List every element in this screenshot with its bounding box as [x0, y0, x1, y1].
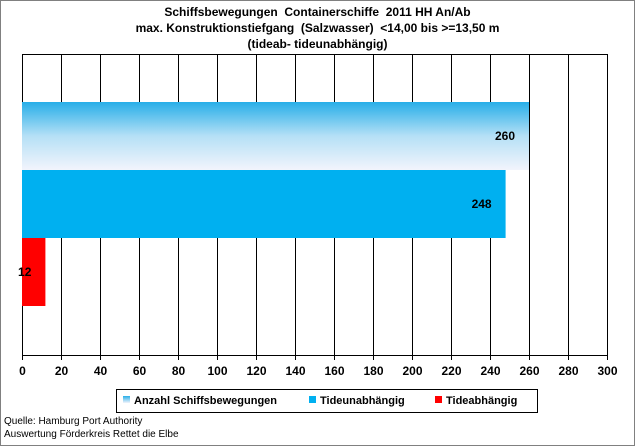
- legend-item-total: Anzahl Schiffsbewegungen: [123, 395, 277, 408]
- x-tick-label-11: 220: [441, 364, 461, 378]
- x-tick-label-9: 180: [363, 364, 383, 378]
- x-tick-label-0: 0: [19, 364, 26, 378]
- bar-2: [22, 238, 46, 306]
- legend-item-tideunabhaengig: Tideunabhängig: [309, 395, 405, 408]
- x-tick-label-10: 200: [402, 364, 422, 378]
- data-label-2: 12: [18, 265, 32, 279]
- x-tick-label-8: 160: [324, 364, 344, 378]
- legend-swatch-tideabhaengig: [435, 396, 442, 403]
- chart-legend: Anzahl Schiffsbewegungen Tideunabhängig …: [116, 389, 538, 413]
- x-tick-label-13: 260: [519, 364, 539, 378]
- legend-label-total: Anzahl Schiffsbewegungen: [134, 395, 278, 407]
- legend-label-tideunabhaengig: Tideunabhängig: [320, 395, 405, 407]
- legend-item-tideabhaengig: Tideabhängig: [435, 395, 517, 408]
- x-tick-label-14: 280: [558, 364, 578, 378]
- legend-swatch-total: [123, 396, 130, 403]
- x-tick-label-2: 40: [94, 364, 108, 378]
- x-tick-label-12: 240: [480, 364, 500, 378]
- x-tick-label-3: 60: [133, 364, 147, 378]
- legend-label-tideabhaengig: Tideabhängig: [446, 395, 518, 407]
- x-tick-label-15: 300: [597, 364, 617, 378]
- x-tick-label-6: 120: [246, 364, 266, 378]
- bar-0: [22, 102, 529, 170]
- chart-title-line-3: (tideab- tideunabhängig): [247, 37, 388, 51]
- x-tick-label-7: 140: [285, 364, 305, 378]
- x-tick-label-5: 100: [207, 364, 227, 378]
- bar-1: [22, 170, 506, 238]
- data-label-1: 248: [472, 197, 492, 211]
- source-line-2: Auswertung Förderkreis Rettet die Elbe: [4, 429, 179, 440]
- legend-swatch-tideunabhaengig: [309, 396, 316, 403]
- chart-title-line-2: max. Konstruktionstiefgang (Salzwasser) …: [135, 21, 500, 35]
- source-line-1: Quelle: Hamburg Port Authority: [4, 416, 143, 427]
- x-tick-label-1: 20: [55, 364, 69, 378]
- chart-title-line-1: Schiffsbewegungen Containerschiffe 2011 …: [164, 5, 471, 19]
- x-tick-label-4: 80: [172, 364, 186, 378]
- data-label-0: 260: [495, 129, 515, 143]
